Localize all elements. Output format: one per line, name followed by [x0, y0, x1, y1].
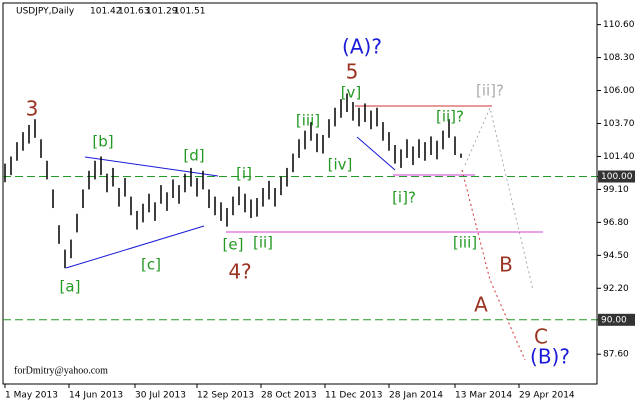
wave-label: [ii]?	[476, 82, 504, 100]
ohlc-close: 101.51	[174, 7, 206, 17]
y-tick-label: 101.40	[603, 152, 635, 162]
wave-label: 4?	[228, 260, 251, 284]
wave-label: [a]	[60, 278, 81, 296]
y-tick-label: 106.00	[603, 86, 635, 96]
forecast-path	[461, 169, 526, 361]
forecast-path	[464, 106, 534, 291]
wave-label: [iv]	[328, 156, 353, 174]
x-tick-label: 28 Jan 2014	[389, 391, 443, 401]
wave-label: [iii]	[296, 112, 320, 130]
wave-label: [ii]?	[436, 108, 464, 126]
y-tick-label: 103.70	[603, 119, 635, 129]
level-label: 90.00	[601, 315, 627, 325]
wave-label: A	[474, 293, 488, 317]
y-tick-label: 108.30	[603, 53, 635, 63]
wave-label: C	[534, 325, 548, 349]
ohlc-open: 101.42	[90, 7, 122, 17]
trendline	[84, 156, 219, 177]
trendline	[65, 225, 205, 269]
x-tick-label: 1 May 2013	[5, 391, 58, 401]
drawing-lines	[65, 105, 543, 361]
level-label-box	[598, 313, 635, 326]
wave-label: [v]	[341, 84, 362, 102]
wave-label: [e]	[223, 236, 244, 254]
wave-label: 3	[26, 97, 39, 121]
wave-label: [b]	[92, 133, 113, 151]
x-tick-label: 14 Jun 2013	[69, 391, 123, 401]
y-tick-label: 110.60	[603, 20, 635, 30]
wave-label: [i]	[236, 165, 252, 183]
x-tick-label: 28 Oct 2013	[261, 391, 317, 401]
wave-label: [d]	[183, 147, 204, 165]
x-tick-label: 12 Sep 2013	[197, 391, 254, 401]
plot-frame	[2, 2, 598, 385]
x-tick-label: 29 Apr 2014	[519, 391, 575, 401]
y-tick-label: 96.80	[603, 218, 629, 228]
y-tick-label: 99.10	[603, 185, 629, 195]
y-tick-label: 87.60	[603, 350, 629, 360]
x-tick-label: 11 Dec 2013	[325, 391, 383, 401]
y-tick-label: 92.20	[603, 284, 629, 294]
wave-label: [c]	[141, 256, 161, 274]
level-label-box	[598, 170, 635, 183]
ohlc-low: 101.29	[146, 7, 178, 17]
x-tick-label: 30 Jul 2013	[135, 391, 186, 401]
wave-label: 5	[346, 60, 359, 84]
x-tick-label: 13 Mar 2014	[455, 391, 512, 401]
symbol: USDJPY,Daily	[16, 7, 75, 17]
trendline	[356, 136, 396, 171]
wave-label: B	[499, 253, 513, 277]
level-label: 100.00	[601, 172, 633, 182]
y-tick-label: 94.50	[603, 251, 629, 261]
wave-label: [ii]	[253, 234, 273, 252]
footer: forDmitry@yahoo.com	[14, 365, 108, 376]
wave-label: [i]?	[392, 189, 416, 207]
ohlc-high: 101.63	[118, 7, 150, 17]
wave-label: (B)?	[530, 345, 570, 369]
wave-label: [iii]	[453, 234, 477, 252]
header: USDJPY,Daily 101.42 101.63 101.29 101.51	[16, 7, 206, 17]
wave-label: (A)?	[342, 35, 382, 59]
